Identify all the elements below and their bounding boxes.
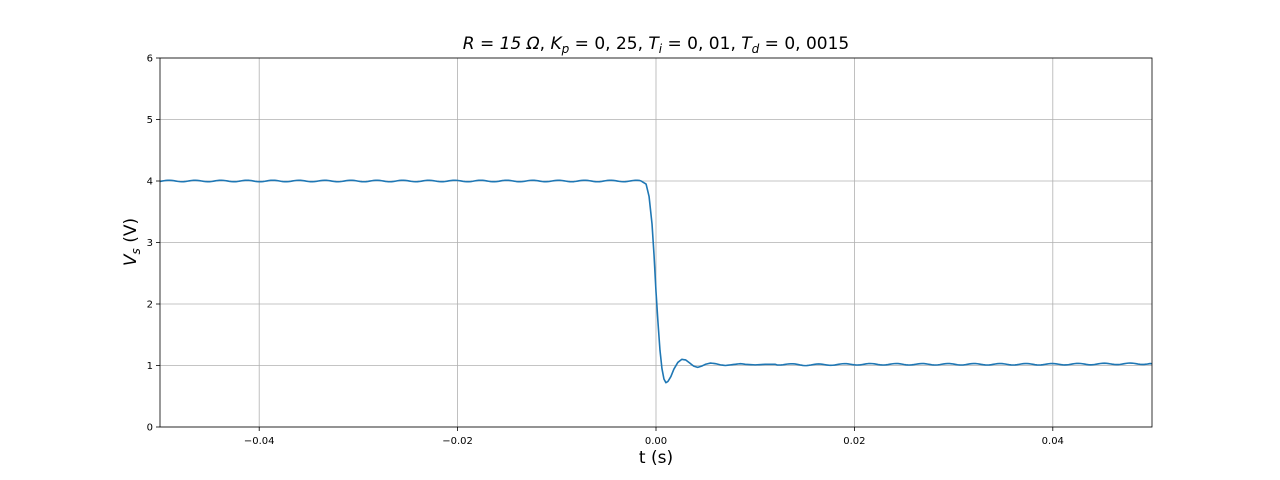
y-label-unit: (V) [121,218,141,248]
title-ti-sub: i [659,42,663,56]
x-axis-label: t (s) [639,448,673,468]
y-tick-label: 5 [147,115,153,126]
y-label-main: V [121,253,141,266]
title-td: T [741,34,753,54]
x-tick-label: 0.00 [645,436,667,447]
x-tick-label: 0.04 [1042,436,1064,447]
y-tick-label: 4 [147,177,153,188]
y-tick-label: 6 [147,54,153,65]
title-kp-value: = 0, 25 [569,34,637,54]
y-tick-label: 3 [147,238,153,249]
x-tick-label: −0.02 [442,436,473,447]
ticks: −0.04 −0.02 0.00 0.02 0.04 0 1 2 3 4 5 6 [147,54,1064,448]
x-tick-label: −0.04 [244,436,275,447]
y-label-sub: s [129,248,143,254]
title-ti: T [648,34,660,54]
title-td-sub: d [752,42,760,56]
title-kp: K [550,34,563,54]
chart-title: R = 15 Ω, Kp = 0, 25, Ti = 0, 01, Td = 0… [463,34,849,56]
y-axis-label: Vs (V) [121,218,143,266]
y-tick-label: 2 [147,300,153,311]
series-line [159,179,1153,384]
title-td-value: = 0, 0015 [759,34,849,54]
y-tick-label: 0 [147,423,153,434]
title-ti-value: = 0, 01 [662,34,730,54]
x-tick-label: 0.02 [843,436,865,447]
grid [160,57,1152,428]
y-tick-label: 1 [147,361,153,372]
series-layer [159,179,1153,384]
title-r: R = 15 Ω [463,34,540,54]
title-kp-sub: p [561,42,570,56]
